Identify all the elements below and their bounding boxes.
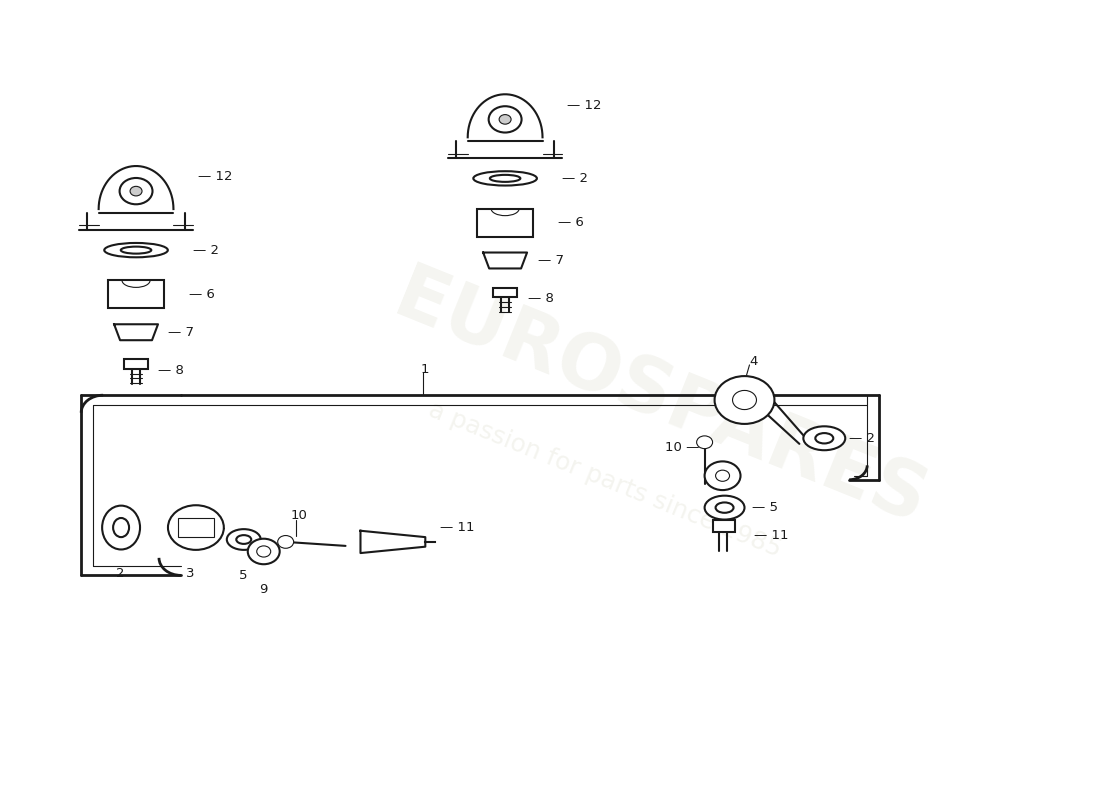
- Text: 1: 1: [420, 363, 429, 376]
- Ellipse shape: [473, 171, 537, 186]
- Text: — 11: — 11: [440, 521, 475, 534]
- Circle shape: [499, 114, 512, 124]
- Circle shape: [277, 535, 294, 548]
- Ellipse shape: [102, 506, 140, 550]
- Circle shape: [696, 436, 713, 449]
- Ellipse shape: [490, 175, 520, 182]
- Ellipse shape: [236, 535, 251, 544]
- Circle shape: [705, 462, 740, 490]
- Bar: [178, 518, 213, 537]
- Ellipse shape: [716, 502, 734, 513]
- Text: — 6: — 6: [189, 288, 214, 301]
- Circle shape: [130, 186, 142, 196]
- Circle shape: [715, 376, 774, 424]
- Text: — 8: — 8: [528, 292, 553, 306]
- Circle shape: [733, 390, 757, 410]
- Text: 5: 5: [239, 569, 248, 582]
- Ellipse shape: [113, 518, 129, 537]
- Text: — 12: — 12: [568, 98, 602, 111]
- Circle shape: [248, 538, 279, 564]
- Ellipse shape: [803, 426, 845, 450]
- Text: — 7: — 7: [538, 254, 563, 267]
- Bar: [477, 209, 534, 237]
- Text: EUROSPARES: EUROSPARES: [383, 259, 936, 541]
- Circle shape: [488, 106, 521, 133]
- Circle shape: [168, 506, 223, 550]
- Text: 10: 10: [290, 509, 308, 522]
- Bar: [713, 520, 735, 531]
- Text: — 11: — 11: [755, 529, 789, 542]
- Text: 2: 2: [117, 567, 124, 580]
- Ellipse shape: [705, 496, 745, 519]
- Text: 3: 3: [186, 567, 195, 580]
- Text: — 5: — 5: [752, 501, 779, 514]
- Circle shape: [120, 178, 153, 204]
- Ellipse shape: [815, 433, 834, 443]
- Text: 9: 9: [715, 499, 723, 513]
- Text: 9: 9: [258, 583, 267, 596]
- Circle shape: [256, 546, 271, 557]
- Text: — 2: — 2: [849, 432, 876, 445]
- Text: a passion for parts since 1985: a passion for parts since 1985: [425, 398, 784, 562]
- Text: — 2: — 2: [192, 244, 219, 257]
- Text: 4: 4: [749, 355, 758, 368]
- Ellipse shape: [227, 529, 261, 550]
- Bar: [124, 359, 148, 369]
- Text: — 8: — 8: [158, 364, 185, 377]
- Text: — 2: — 2: [562, 172, 587, 185]
- Ellipse shape: [121, 246, 152, 254]
- Bar: [108, 281, 164, 308]
- Text: — 7: — 7: [168, 326, 195, 338]
- Text: — 6: — 6: [558, 216, 584, 229]
- Bar: [493, 287, 517, 297]
- Text: — 12: — 12: [198, 170, 233, 183]
- Ellipse shape: [104, 243, 168, 258]
- Text: 10 —: 10 —: [666, 442, 700, 454]
- Circle shape: [716, 470, 729, 482]
